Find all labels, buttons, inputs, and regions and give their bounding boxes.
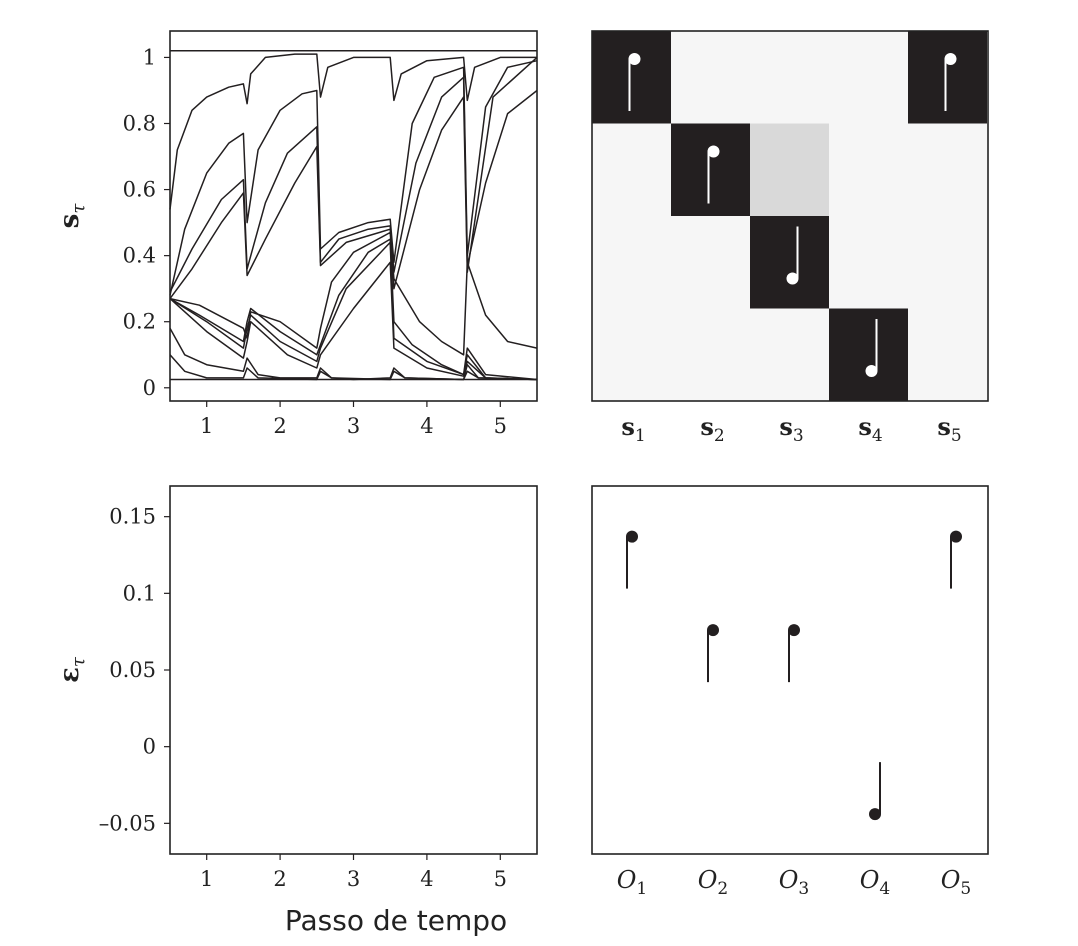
outcome-point-4 <box>869 762 881 821</box>
matrix-cell-r1-c4 <box>829 31 908 124</box>
matrix-plot: s1 s2 s3 s4 s5 <box>591 30 989 446</box>
matrix-cell-r4-c5 <box>908 308 987 402</box>
outcomes-xtick-5: O5 <box>941 866 972 899</box>
states-xtick-3: 3 <box>347 414 360 438</box>
matrix-cell-r1-c1 <box>592 31 671 124</box>
states-series-3 <box>169 53 537 210</box>
matrix-cell-r3-c2 <box>671 216 750 309</box>
states-xtick-5: 5 <box>494 414 507 438</box>
outcomes-plot: O1 O2 O3 O4 O5 <box>591 485 989 899</box>
states-series-6 <box>169 56 538 300</box>
matrix-xtick-5: s5 <box>937 412 961 446</box>
errors-xtick-4: 4 <box>420 867 433 891</box>
outcomes-xtick-3: O3 <box>779 866 810 899</box>
errors-ytick-5: –0.05 <box>99 811 156 835</box>
matrix-xtick-1: s1 <box>621 412 645 446</box>
states-series-4 <box>169 59 538 296</box>
states-ytick-3: 0.4 <box>123 244 156 268</box>
errors-xtick-1: 1 <box>200 867 213 891</box>
matrix-cell-r4-c3 <box>750 308 829 402</box>
matrix-cell-r1-c5 <box>908 31 987 124</box>
states-ytick-1: 0 <box>143 376 156 400</box>
matrix-cell-r4-c2 <box>671 308 750 402</box>
errors-ytick-2: 0.1 <box>123 581 156 605</box>
matrix-cell-r3-c1 <box>592 216 671 309</box>
states-xtick-1: 1 <box>200 414 213 438</box>
matrix-cell-r2-c3 <box>750 123 829 217</box>
outcomes-frame <box>591 485 989 855</box>
matrix-cell-r1-c3 <box>750 31 829 124</box>
outcome-point-2 <box>707 624 719 683</box>
matrix-cell-r3-c3 <box>750 216 829 309</box>
outcome-point-1 <box>626 530 638 589</box>
states-ytick-2: 0.2 <box>123 310 156 334</box>
outcomes-xtick-4: O4 <box>860 866 891 899</box>
errors-plot: 1 2 3 4 5 0.15 0.1 0.05 0 –0.05 ετ <box>55 485 538 891</box>
matrix-cell-r4-c1 <box>592 308 671 402</box>
matrix-cell-r1-c2 <box>671 31 750 124</box>
outcome-point-3 <box>788 624 800 683</box>
matrix-xtick-2: s2 <box>700 412 724 446</box>
errors-xtick-2: 2 <box>273 867 286 891</box>
states-ytick-4: 0.6 <box>123 178 156 202</box>
states-ytick-6: 1 <box>143 45 156 69</box>
states-xtick-4: 4 <box>420 414 433 438</box>
states-series-10 <box>169 261 538 381</box>
states-series-9 <box>169 241 538 381</box>
states-plot: 1 2 3 4 5 0 0.2 0.4 0.6 0.8 1 sτ <box>55 30 538 438</box>
states-xtick-2: 2 <box>273 414 286 438</box>
errors-ylabel: ετ <box>55 656 89 683</box>
matrix-cell-r4-c4 <box>829 308 908 402</box>
matrix-cell-r2-c1 <box>592 123 671 217</box>
errors-xtick-5: 5 <box>494 867 507 891</box>
matrix-frame <box>591 30 989 402</box>
matrix-cell-r2-c2 <box>671 123 750 217</box>
errors-ytick-3: 0.05 <box>109 658 156 682</box>
outcomes-xtick-2: O2 <box>698 866 729 899</box>
matrix-xtick-3: s3 <box>779 412 803 446</box>
states-ylabel: sτ <box>55 203 89 229</box>
matrix-note-4 <box>865 319 878 377</box>
outcomes-xtick-1: O1 <box>617 866 648 899</box>
states-ytick-5: 0.8 <box>123 112 156 136</box>
errors-ytick-1: 0.15 <box>109 505 156 529</box>
states-series-7 <box>169 231 538 356</box>
matrix-note-1 <box>628 53 641 111</box>
matrix-cell-r3-c4 <box>829 216 908 309</box>
matrix-cell-r2-c5 <box>908 123 987 217</box>
errors-ytick-4: 0 <box>143 735 156 759</box>
errors-frame <box>169 485 538 855</box>
matrix-xtick-4: s4 <box>858 412 882 446</box>
matrix-cell-r2-c4 <box>829 123 908 217</box>
x-axis-label: Passo de tempo <box>285 904 507 937</box>
matrix-note-3 <box>786 226 799 285</box>
errors-xtick-3: 3 <box>347 867 360 891</box>
matrix-note-2 <box>707 145 720 204</box>
matrix-cell-r3-c5 <box>908 216 987 309</box>
outcome-point-5 <box>950 530 962 589</box>
states-series-12 <box>169 354 538 381</box>
states-series-11 <box>169 327 538 381</box>
states-series-5 <box>169 76 538 293</box>
matrix-note-5 <box>944 53 957 111</box>
